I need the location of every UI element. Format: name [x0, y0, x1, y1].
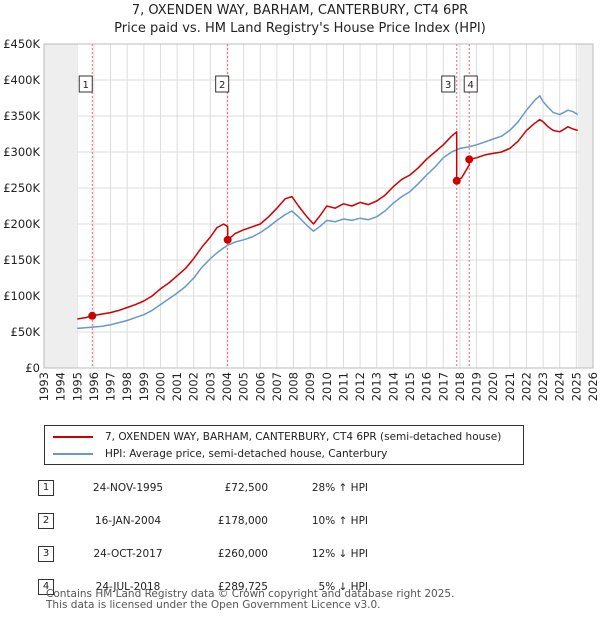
- x-tick-label: 2016: [420, 372, 434, 401]
- x-tick-label: 2020: [486, 372, 500, 401]
- transaction-date: 24-OCT-2017: [93, 547, 163, 560]
- transaction-price: £178,000: [217, 514, 268, 527]
- transaction-date: 16-JAN-2004: [94, 514, 162, 527]
- plot-area: [44, 44, 593, 368]
- sale-label-box: [463, 75, 478, 93]
- x-tick-label: 2022: [519, 372, 533, 401]
- table-row: 2 16-JAN-2004 £178,000 10% ↑ HPI: [38, 504, 368, 537]
- hpi-series-line: [77, 95, 579, 330]
- transaction-number: 4: [38, 578, 54, 595]
- legend-swatch-hpi: [53, 453, 93, 455]
- table-row: 4 24-JUL-2018 £289,725 5% ↓ HPI: [38, 570, 368, 603]
- sale-marker: [88, 311, 97, 320]
- x-tick-label: 2013: [370, 372, 384, 401]
- x-tick-label: 2007: [270, 372, 284, 401]
- x-tick-label: 2000: [153, 372, 167, 401]
- transactions-table: 1 24-NOV-1995 £72,500 28% ↑ HPI 2 16-JAN…: [38, 471, 368, 603]
- x-tick-label: 2008: [287, 372, 301, 401]
- transaction-hpi: 5% ↓ HPI: [318, 580, 368, 593]
- legend-swatch-property: [53, 436, 93, 438]
- x-tick-label: 2019: [470, 372, 484, 401]
- transaction-price: £260,000: [217, 547, 268, 560]
- plot-border: [43, 43, 594, 369]
- transaction-number: 3: [38, 545, 54, 562]
- legend-item-property: 7, OXENDEN WAY, BARHAM, CANTERBURY, CT4 …: [45, 429, 501, 445]
- x-tick-label: 2002: [187, 372, 201, 401]
- sale-label-number: 1: [83, 80, 89, 91]
- transaction-price: £289,725: [217, 580, 268, 593]
- y-tick-label: £300K: [3, 145, 40, 159]
- sale-marker: [223, 235, 232, 244]
- price-chart: 7, OXENDEN WAY, BARHAM, CANTERBURY, CT4 …: [3, 3, 600, 401]
- y-tick-label: £0: [25, 361, 40, 375]
- x-tick-label: 1993: [37, 372, 51, 401]
- chart-subtitle: Price paid vs. HM Land Registry's House …: [114, 21, 486, 36]
- x-tick-label: 2014: [386, 372, 400, 401]
- x-tick-label: 2010: [320, 372, 334, 401]
- x-tick-label: 1995: [70, 372, 84, 401]
- x-tick-label: 1999: [137, 372, 151, 401]
- transaction-date: 24-JUL-2018: [95, 580, 161, 593]
- y-tick-label: £150K: [3, 253, 40, 267]
- transaction-hpi: 12% ↓ HPI: [311, 547, 368, 560]
- y-tick-label: £50K: [11, 325, 41, 339]
- x-tick-label: 2024: [553, 372, 567, 401]
- sale-marker: [465, 155, 474, 164]
- x-tick-label: 2023: [536, 372, 550, 401]
- x-tick-label: 2009: [303, 372, 317, 401]
- x-tick-label: 2021: [503, 372, 517, 401]
- y-tick-label: £200K: [3, 217, 40, 231]
- sale-label-number: 3: [445, 80, 451, 91]
- legend: 7, OXENDEN WAY, BARHAM, CANTERBURY, CT4 …: [44, 425, 524, 465]
- table-row: 3 24-OCT-2017 £260,000 12% ↓ HPI: [38, 537, 368, 570]
- sale-label-box: [215, 75, 230, 93]
- footer: Contains HM Land Registry data © Crown c…: [46, 589, 454, 611]
- x-tick-label: 2015: [403, 372, 417, 401]
- x-tick-label: 2011: [336, 372, 350, 401]
- transaction-hpi: 10% ↑ HPI: [311, 514, 368, 527]
- x-tick-label: 2005: [237, 372, 251, 401]
- sale-label-number: 4: [468, 80, 474, 91]
- x-tick-label: 2001: [170, 372, 184, 401]
- y-tick-label: £450K: [3, 37, 40, 51]
- sale-marker: [452, 176, 461, 185]
- transaction-number: 1: [38, 479, 54, 496]
- property-series-line: [77, 118, 578, 320]
- sale-label-box: [441, 75, 456, 93]
- x-tick-label: 1994: [54, 372, 68, 401]
- legend-label-hpi: HPI: Average price, semi-detached house,…: [105, 448, 388, 460]
- x-tick-label: 1998: [120, 372, 134, 401]
- x-tick-label: 1996: [87, 372, 101, 401]
- x-tick-label: 2017: [436, 372, 450, 401]
- footer-licence: This data is licensed under the Open Gov…: [46, 599, 381, 611]
- footer-copyright: Contains HM Land Registry data © Crown c…: [46, 588, 455, 600]
- x-tick-label: 2003: [203, 372, 217, 401]
- x-tick-label: 2025: [569, 372, 583, 401]
- no-data-region-before: [44, 44, 78, 368]
- x-tick-label: 2006: [253, 372, 267, 401]
- table-row: 1 24-NOV-1995 £72,500 28% ↑ HPI: [38, 471, 368, 504]
- x-tick-label: 2018: [453, 372, 467, 401]
- no-data-region-after: [577, 44, 593, 368]
- chart-title: 7, OXENDEN WAY, BARHAM, CANTERBURY, CT4 …: [132, 3, 468, 18]
- y-tick-label: £100K: [3, 289, 40, 303]
- x-tick-label: 2026: [586, 372, 600, 401]
- transaction-hpi: 28% ↑ HPI: [311, 481, 368, 494]
- legend-label-property: 7, OXENDEN WAY, BARHAM, CANTERBURY, CT4 …: [105, 431, 502, 443]
- x-tick-label: 1997: [104, 372, 118, 401]
- sale-label-box: [78, 75, 93, 93]
- transaction-price: £72,500: [224, 481, 268, 494]
- legend-item-hpi: HPI: Average price, semi-detached house,…: [45, 446, 387, 462]
- transaction-date: 24-NOV-1995: [92, 481, 164, 494]
- x-tick-label: 2004: [220, 372, 234, 401]
- sale-label-number: 2: [219, 80, 225, 91]
- y-tick-label: £250K: [3, 181, 40, 195]
- x-tick-label: 2012: [353, 372, 367, 401]
- y-tick-label: £350K: [3, 109, 40, 123]
- transaction-number: 2: [38, 512, 54, 529]
- y-tick-label: £400K: [3, 73, 40, 87]
